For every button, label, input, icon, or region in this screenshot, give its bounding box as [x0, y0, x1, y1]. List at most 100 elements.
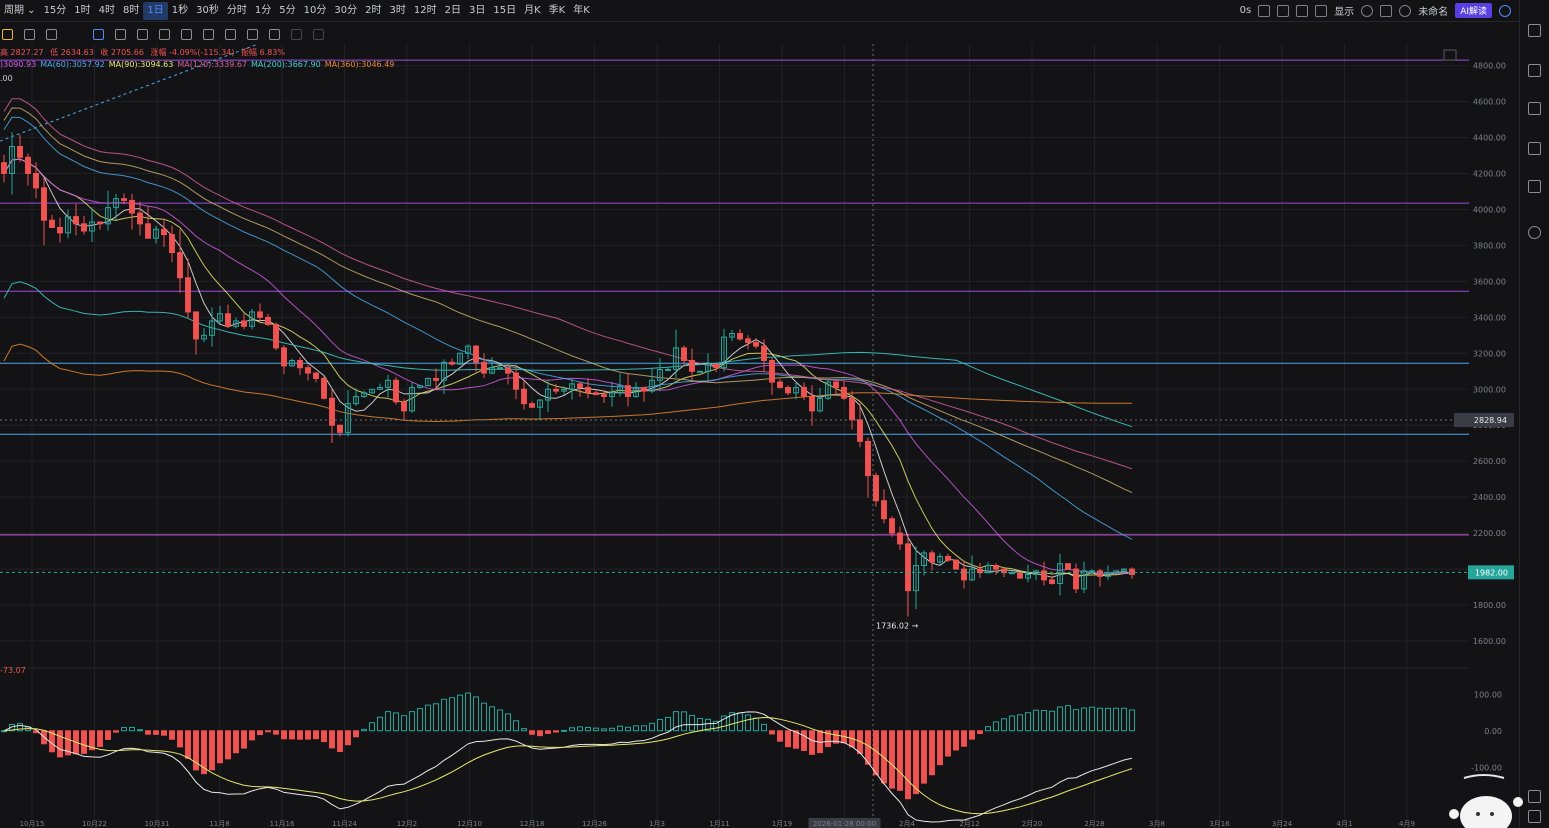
settings-icon[interactable]	[1361, 4, 1374, 17]
menu-icon[interactable]	[2, 28, 13, 40]
macd-bar	[529, 730, 535, 735]
brush-icon[interactable]	[46, 28, 57, 40]
timeframe-18[interactable]: 15日	[493, 4, 517, 16]
macd-bar	[657, 718, 663, 732]
candle-body	[217, 313, 223, 322]
macd-bar	[649, 722, 655, 732]
clipboard-icon[interactable]	[181, 28, 192, 40]
ruler-icon[interactable]	[159, 28, 170, 40]
panel-icon[interactable]	[1528, 790, 1541, 803]
macd-bar	[977, 730, 983, 735]
fullscreen-icon[interactable]	[1380, 4, 1393, 17]
candle-body	[761, 345, 767, 361]
y-tick-label: 4000.00	[1473, 205, 1506, 214]
cloud-icon[interactable]	[1399, 4, 1412, 17]
square-icon[interactable]	[1296, 4, 1309, 17]
candle-body	[129, 199, 135, 214]
timeframe-3[interactable]: 4时	[98, 4, 116, 16]
macd-bar	[473, 696, 479, 732]
timeframe-16[interactable]: 2日	[444, 4, 461, 16]
timeframe-2[interactable]: 1时	[74, 4, 91, 16]
timeframe-13[interactable]: 2时	[365, 4, 382, 16]
candle-body	[745, 338, 751, 344]
macd-bar	[313, 730, 319, 740]
x-tick-label: 12月2	[397, 820, 417, 828]
filter-icon[interactable]	[247, 28, 258, 40]
trend-icon[interactable]	[1528, 102, 1541, 115]
timeframe-19[interactable]: 月K	[524, 4, 541, 16]
timeframe-10[interactable]: 5分	[279, 4, 296, 16]
pencil-icon[interactable]	[115, 28, 126, 40]
candle-body	[1057, 563, 1063, 584]
timeframe-20[interactable]: 季K	[548, 4, 566, 16]
trash-icon[interactable]	[269, 28, 280, 40]
macd-bar	[289, 730, 295, 740]
wallet-icon[interactable]	[1528, 64, 1541, 77]
candle-body	[281, 347, 287, 367]
macd-bar	[633, 725, 639, 732]
macd-bar	[865, 730, 871, 765]
timeframe-6[interactable]: 1秒	[171, 4, 189, 16]
x-tick-label: 3月16	[1209, 820, 1230, 828]
timeframe-17[interactable]: 3日	[468, 4, 486, 16]
candle-body	[41, 187, 47, 221]
macd-bar	[729, 712, 735, 732]
candle-body	[153, 228, 159, 239]
macd-bar	[57, 730, 63, 758]
macd-bar	[305, 730, 311, 740]
cursor-icon[interactable]	[93, 28, 104, 40]
redo-arrow-icon[interactable]	[313, 28, 324, 40]
timeframe-1[interactable]: 15分	[43, 4, 67, 16]
ohlc-close: 收 2705.66	[100, 48, 144, 57]
ai-button[interactable]: AI解读	[1455, 3, 1492, 18]
edit-icon[interactable]	[1277, 4, 1290, 17]
candle-body	[625, 385, 631, 397]
timeframe-21[interactable]: 年K	[573, 4, 590, 16]
timeframe-15[interactable]: 12时	[413, 4, 437, 16]
timeframe-8[interactable]: 分时	[226, 4, 247, 16]
note-icon[interactable]	[203, 28, 214, 40]
timeframe-7[interactable]: 30秒	[196, 4, 219, 16]
monitor-icon[interactable]	[1528, 142, 1541, 155]
macd-bar	[417, 708, 423, 732]
fingerprint-icon[interactable]	[1528, 226, 1541, 239]
macd-bar	[441, 698, 447, 732]
candle-body	[937, 556, 943, 563]
macd-bar	[489, 706, 495, 732]
layout-name[interactable]: 未命名	[1418, 7, 1449, 18]
layout-icon[interactable]	[1528, 810, 1541, 823]
candle-body	[673, 347, 679, 370]
timeframe-4[interactable]: 8时	[123, 4, 140, 16]
timeframe-9[interactable]: 1分	[254, 4, 272, 16]
macd-bar	[913, 730, 919, 795]
undo-icon[interactable]	[24, 28, 35, 40]
ma-legend-item: MA(120):3339.67	[177, 60, 248, 69]
macd-bar	[945, 730, 951, 757]
macd-bar	[1073, 709, 1079, 732]
ma-line	[3, 158, 1133, 575]
undo-arrow-icon[interactable]	[291, 28, 302, 40]
pattern-icon[interactable]	[137, 28, 148, 40]
macd-bar	[1017, 714, 1023, 732]
candle-body	[321, 377, 327, 399]
list-icon[interactable]	[1315, 4, 1328, 17]
macd-y-tick: 0.00	[1484, 727, 1502, 736]
macd-bar	[969, 730, 975, 740]
macd-bar	[521, 728, 527, 732]
macd-bar	[809, 730, 815, 755]
timeframe-12[interactable]: 30分	[334, 4, 358, 16]
camera-icon[interactable]	[1258, 4, 1271, 17]
card-icon[interactable]	[1528, 180, 1541, 193]
document-icon[interactable]	[1528, 24, 1541, 37]
macd-bar	[673, 711, 679, 732]
timeframe-toolbar: 周期 ⌄ 15分 1时 4时 8时 1日 1秒 30秒 分时 1分 5分 10分 30分 2时 3时 12时 2…	[0, 0, 1519, 22]
paint-icon[interactable]	[225, 28, 236, 40]
timeframe-14[interactable]: 3时	[389, 4, 406, 16]
timeframe-11[interactable]: 10分	[303, 4, 327, 16]
trend-line	[0, 43, 259, 142]
display-button[interactable]: 显示	[1334, 7, 1355, 18]
share-icon[interactable]	[1499, 4, 1511, 17]
timeframe-0[interactable]: 周期 ⌄	[4, 4, 36, 16]
timeframe-5[interactable]: 1日	[143, 1, 168, 20]
